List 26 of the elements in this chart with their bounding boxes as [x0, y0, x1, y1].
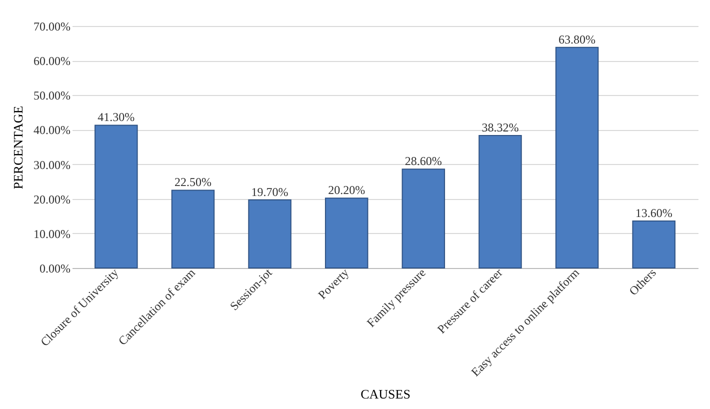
- bar: [478, 135, 522, 268]
- y-tick-label: 30.00%: [34, 158, 70, 172]
- data-label: 28.60%: [404, 154, 442, 168]
- bar: [171, 190, 215, 268]
- x-axis-title: CAUSES: [360, 386, 410, 402]
- y-tick-label: 40.00%: [34, 123, 70, 138]
- data-label: 38.32%: [482, 120, 519, 135]
- data-label: 20.20%: [328, 183, 366, 198]
- y-tick-label: 50.00%: [34, 88, 70, 103]
- data-label: 63.80%: [558, 32, 596, 46]
- y-tick-label: 0.00%: [40, 262, 70, 276]
- y-axis-title: PERCENTAGE: [10, 106, 26, 190]
- bar: [248, 199, 292, 268]
- data-label: 19.70%: [251, 184, 288, 199]
- data-label: 22.50%: [174, 175, 212, 190]
- y-tick-label: 60.00%: [34, 54, 70, 68]
- bar: [324, 198, 368, 268]
- bar: [94, 124, 138, 268]
- y-tick-label: 70.00%: [34, 20, 70, 34]
- bar: [632, 220, 676, 268]
- data-label: 13.60%: [635, 206, 672, 220]
- data-label: 41.30%: [98, 110, 135, 124]
- bar: [555, 46, 599, 268]
- y-tick-label: 10.00%: [34, 226, 70, 241]
- bar: [402, 168, 446, 268]
- y-tick-label: 20.00%: [34, 192, 70, 206]
